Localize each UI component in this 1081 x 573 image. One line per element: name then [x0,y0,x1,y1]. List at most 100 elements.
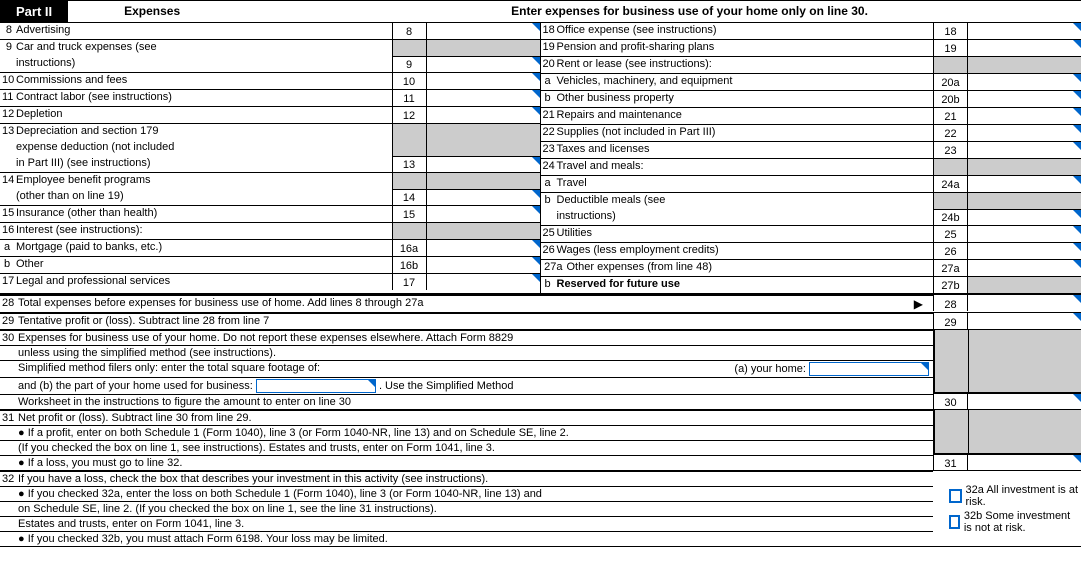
amount-input[interactable] [426,56,540,72]
line-label: Office expense (see instructions) [555,23,934,39]
line-num: b [0,257,14,273]
amount-input[interactable] [967,394,1081,409]
amount-input[interactable] [426,40,540,56]
line-19: 19Pension and profit-sharing plans19 [541,39,1081,56]
box-num [933,57,967,73]
line-num [0,140,14,156]
box-num [392,140,426,156]
amount-input[interactable] [967,176,1081,192]
amount-input[interactable] [967,455,1081,470]
amount-input[interactable] [426,73,540,89]
amount-input[interactable] [426,206,540,222]
line-8: 8Advertising8 [0,23,540,39]
box-num: 22 [933,125,967,141]
line-num: a [0,240,14,256]
line-label: Advertising [14,23,392,39]
amount-input[interactable] [967,74,1081,90]
amount-input[interactable] [967,260,1081,276]
line-label: expense deduction (not included [14,140,392,156]
amount-input[interactable] [426,189,540,205]
box-num: 18 [933,23,967,39]
amount-input[interactable] [967,23,1081,39]
amount-input[interactable] [426,124,540,140]
section-title: Expenses [68,1,298,22]
amount-input[interactable] [967,226,1081,242]
line-: 24Travel and meals: [541,158,1081,175]
amount-input [426,223,540,239]
line-text: Estates and trusts, enter on Form 1041, … [14,517,933,531]
amount-input[interactable] [967,125,1081,141]
box-num: 25 [933,226,967,242]
line-25: 25Utilities25 [541,225,1081,242]
amount-input[interactable] [426,107,540,123]
line-text: If you have a loss, check the box that d… [14,472,933,486]
amount-input[interactable] [426,257,540,273]
box-num [392,40,426,56]
box-num: 31 [933,455,967,470]
right-column: 18Office expense (see instructions)1819P… [541,23,1081,293]
amount-input [967,159,1081,175]
amount-input[interactable] [967,313,1081,329]
amount-input[interactable] [426,274,540,290]
amount-input[interactable] [426,140,540,156]
expense-columns: 8Advertising89Car and truck expenses (se… [0,23,1081,294]
line-num: 23 [541,142,555,158]
line-label: Travel and meals: [555,159,934,175]
amount-input [967,277,1081,293]
business-sqft-input[interactable] [256,379,376,393]
line-num: 8 [0,23,14,39]
line-label: Supplies (not included in Part III) [555,125,934,141]
box-num: 27a [933,260,967,276]
line-label: Interest (see instructions): [14,223,392,239]
line-17: 17Legal and professional services17 [0,273,540,290]
line-29: 29 Tentative profit or (loss). Subtract … [0,312,1081,329]
line-label: Commissions and fees [14,73,392,89]
line-20a: aVehicles, machinery, and equipment20a [541,73,1081,90]
line-: 16Interest (see instructions): [0,222,540,239]
amount-input[interactable] [967,91,1081,107]
line-text: Simplified method filers only: enter the… [14,361,933,377]
line-24a: aTravel24a [541,175,1081,192]
amount-input[interactable] [967,295,1081,311]
box-num [392,124,426,140]
amount-input[interactable] [426,173,540,189]
line-12: 12Depletion12 [0,106,540,123]
checkbox-32a[interactable] [949,489,962,503]
summary-rows: 28 Total expenses before expenses for bu… [0,294,1081,547]
amount-input[interactable] [967,193,1081,209]
line-label: Legal and professional services [14,274,392,290]
amount-input[interactable] [967,108,1081,124]
box-num: 16b [392,257,426,273]
line-text: and (b) the part of your home used for b… [14,378,933,394]
box-num: 17 [392,274,426,290]
line-label: Wages (less employment credits) [555,243,934,259]
amount-input[interactable] [967,243,1081,259]
line-label: instructions) [14,56,392,72]
home-sqft-input[interactable] [809,362,929,376]
checkbox-32b[interactable] [949,515,960,529]
option-32b: 32b Some investment is not at risk. [949,509,1081,535]
amount-input[interactable] [426,240,540,256]
amount-input[interactable] [426,156,540,172]
line-label: in Part III) (see instructions) [14,156,392,172]
amount-input[interactable] [967,142,1081,158]
box-num: 29 [933,313,967,329]
box-num: 30 [933,394,967,409]
line-32: 32If you have a loss, check the box that… [0,470,1081,547]
line-num: 16 [0,223,14,239]
line-11: 11Contract labor (see instructions)11 [0,89,540,106]
line-num: 27a [541,260,565,276]
option-32a: 32a All investment is at risk. [949,483,1081,509]
section-instruction: Enter expenses for business use of your … [298,1,1081,22]
amount-input[interactable] [426,90,540,106]
line-9: 9Car and truck expenses (seeinstructions… [0,39,540,72]
line-num: 18 [541,23,555,39]
amount-input[interactable] [967,209,1081,225]
line-num: 26 [541,243,555,259]
box-num: 27b [933,277,967,293]
amount-input[interactable] [426,23,540,39]
line-18: 18Office expense (see instructions)18 [541,23,1081,39]
amount-input[interactable] [967,40,1081,56]
box-num: 14 [392,189,426,205]
line-label: Other [14,257,392,273]
